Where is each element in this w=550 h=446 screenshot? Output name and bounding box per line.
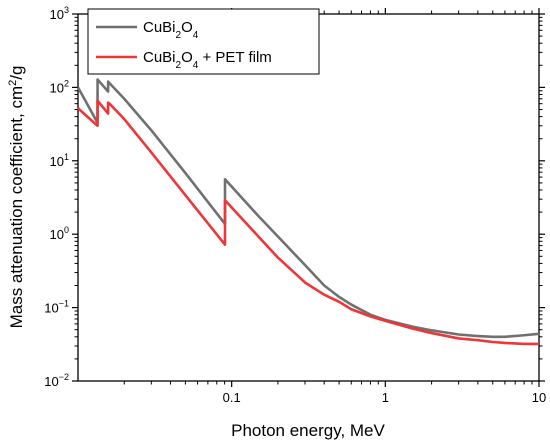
legend: CuBi2O4 CuBi2O4 + PET film (87, 8, 320, 75)
x-tick-label: 1 (382, 390, 389, 405)
y-tick-label: 10−2 (44, 372, 69, 389)
axis-ticks (72, 8, 545, 387)
x-axis-title: Photon energy, MeV (231, 421, 385, 440)
legend-label-1: CuBi2O4 (143, 19, 199, 41)
legend-label-2: CuBi2O4 + PET film (143, 49, 272, 71)
x-tick-label: 0.1 (223, 390, 241, 405)
y-tick-label: 100 (50, 225, 69, 242)
y-axis-title: Mass attenuation coefficient, cm2/g (7, 66, 26, 329)
y-tick-label: 10−1 (44, 299, 69, 316)
series-line-1 (76, 78, 540, 339)
series-layer (76, 78, 540, 346)
axis-tick-labels: 0.1 1 10 10−2 10−1 100 101 102 103 (44, 5, 546, 405)
legend-box (87, 8, 320, 75)
y-tick-label: 101 (50, 152, 69, 169)
y-tick-label: 103 (50, 5, 69, 22)
y-tick-label: 102 (50, 78, 69, 95)
x-tick-label: 10 (532, 390, 546, 405)
series-line-2 (77, 99, 539, 346)
